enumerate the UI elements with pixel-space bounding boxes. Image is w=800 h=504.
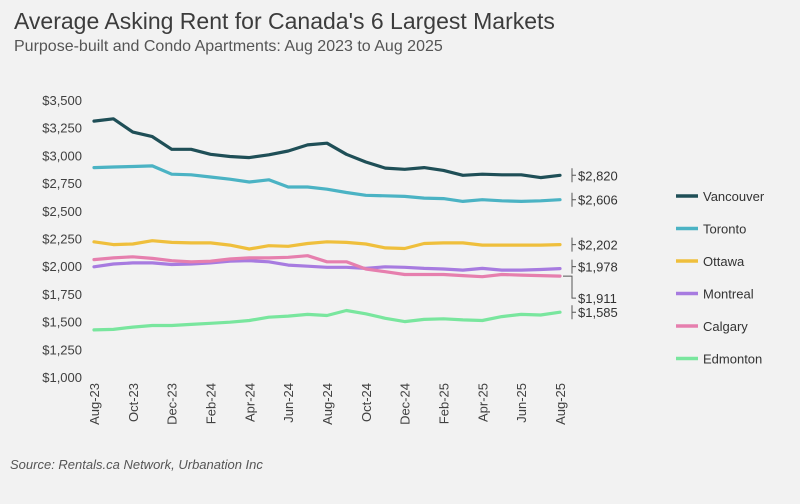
y-tick-label: $1,000 — [42, 370, 82, 385]
y-tick-label: $3,250 — [42, 121, 82, 136]
series-line-toronto — [92, 164, 562, 203]
series-line-edmonton — [92, 308, 562, 332]
axis-layer: $1,000 $1,250 $1,500 $1,750 $2,000 $2,250 $2,5… — [42, 93, 568, 425]
x-tick-label: Aug-23 — [87, 383, 102, 425]
end-value-label-edmonton: $1,585 — [578, 305, 618, 320]
legend-label-vancouver: Vancouver — [703, 189, 765, 204]
end-value-label-toronto: $2,606 — [578, 193, 618, 208]
y-tick-label: $1,250 — [42, 342, 82, 357]
x-tick-label: Dec-24 — [398, 383, 413, 425]
x-tick-label: Jun-24 — [281, 383, 296, 423]
series-layer — [92, 117, 562, 332]
end-value-label-montreal: $1,978 — [578, 260, 618, 275]
end-label-connector — [563, 275, 576, 299]
end-label-connector — [571, 259, 576, 274]
series-line-montreal — [92, 259, 562, 272]
series-line-calgary — [92, 254, 562, 279]
y-tick-label: $3,000 — [42, 148, 82, 163]
legend-label-edmonton: Edmonton — [703, 352, 762, 367]
end-label-connector — [571, 237, 576, 252]
y-tick-label: $1,750 — [42, 287, 82, 302]
end-value-label-vancouver: $2,820 — [578, 168, 618, 183]
end-value-label-ottawa: $2,202 — [578, 238, 618, 253]
series-line-ottawa — [92, 239, 562, 251]
chart-title: Average Asking Rent for Canada's 6 Large… — [14, 8, 555, 34]
y-tick-label: $2,750 — [42, 176, 82, 191]
legend-label-ottawa: Ottawa — [703, 254, 745, 269]
end-label-layer: $2,820 $2,606 $2,202 $1,978 $1,911$1,585 — [563, 168, 618, 320]
x-tick-label: Apr-25 — [475, 383, 490, 422]
end-label-connector — [571, 168, 576, 183]
series-line-vancouver — [92, 117, 562, 180]
chart-subtitle: Purpose-built and Condo Apartments: Aug … — [14, 38, 443, 55]
chart-source: Source: Rentals.ca Network, Urbanation I… — [10, 457, 263, 472]
x-tick-label: Apr-24 — [242, 383, 257, 422]
legend-label-toronto: Toronto — [703, 222, 746, 237]
y-tick-label: $2,250 — [42, 232, 82, 247]
x-tick-label: Aug-24 — [320, 383, 335, 425]
y-tick-label: $1,500 — [42, 315, 82, 330]
end-label-connector — [571, 192, 576, 207]
x-tick-label: Feb-24 — [204, 383, 219, 424]
end-label-connector — [571, 305, 576, 320]
legend: Vancouver Toronto Ottawa Montreal Calgary Edm… — [676, 189, 765, 367]
x-tick-label: Jun-25 — [514, 383, 529, 423]
y-tick-label: $2,000 — [42, 259, 82, 274]
x-tick-label: Dec-23 — [165, 383, 180, 425]
x-tick-label: Oct-23 — [126, 383, 141, 422]
end-value-label-calgary: $1,911 — [578, 291, 617, 306]
legend-label-montreal: Montreal — [703, 287, 754, 302]
x-tick-label: Oct-24 — [359, 383, 374, 422]
y-tick-label: $3,500 — [42, 93, 82, 108]
x-tick-label: Feb-25 — [437, 383, 452, 424]
y-tick-label: $2,500 — [42, 204, 82, 219]
x-tick-label: Aug-25 — [553, 383, 568, 425]
legend-label-calgary: Calgary — [703, 319, 748, 334]
